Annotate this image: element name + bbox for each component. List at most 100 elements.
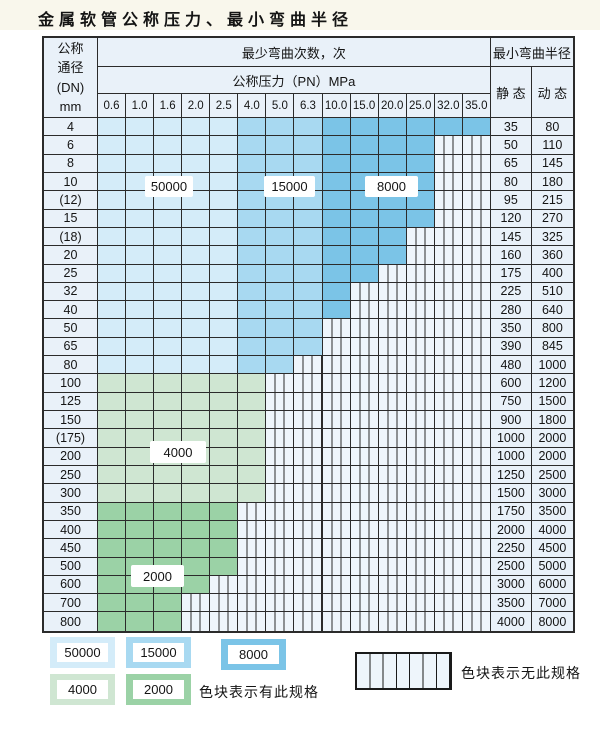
pressure-cell xyxy=(238,172,267,192)
pressure-cell xyxy=(266,502,295,521)
pressure-cell xyxy=(98,575,127,595)
pressure-cell xyxy=(294,520,323,540)
dynamic-value-cell: 1200 xyxy=(531,374,573,393)
dn-cell: 200 xyxy=(44,447,98,466)
pressure-cell xyxy=(378,136,407,155)
pressure-cell xyxy=(238,301,267,320)
pressure-cell xyxy=(434,246,463,265)
dn-cell: 25 xyxy=(44,264,98,283)
pressure-cell xyxy=(406,539,435,558)
dynamic-value-cell: 3000 xyxy=(531,484,573,503)
pressure-cell xyxy=(126,429,155,448)
pressure-cell xyxy=(294,539,323,558)
pressure-cell xyxy=(462,191,491,210)
pressure-cell xyxy=(434,136,463,155)
pressure-cell xyxy=(378,502,407,521)
pressure-cell xyxy=(350,154,379,173)
pressure-cell xyxy=(182,246,211,265)
pressure-cell xyxy=(182,301,211,320)
pressure-cell xyxy=(266,319,295,338)
pressure-cell xyxy=(266,575,295,595)
pressure-cell xyxy=(378,447,407,466)
pressure-cell xyxy=(210,172,239,192)
static-value-cell: 350 xyxy=(490,319,532,338)
pressure-cell xyxy=(98,539,127,558)
pressure-cell xyxy=(350,411,379,430)
dynamic-value-cell: 2000 xyxy=(531,429,573,448)
pressure-cell xyxy=(462,484,491,503)
pressure-cell xyxy=(210,319,239,338)
pressure-cell xyxy=(238,136,267,155)
pressure-cell xyxy=(98,520,127,540)
pressure-cell xyxy=(154,539,183,558)
pressure-cell xyxy=(266,429,295,448)
dn-cell: 400 xyxy=(44,520,98,540)
dynamic-value-cell: 180 xyxy=(531,172,573,192)
pressure-cell xyxy=(322,502,351,521)
pressure-cell xyxy=(350,429,379,448)
pressure-cell xyxy=(266,246,295,265)
pressure-cell xyxy=(434,557,463,576)
pressure-cell xyxy=(462,154,491,173)
pressure-cell xyxy=(350,118,379,137)
pressure-cell xyxy=(322,136,351,155)
cycles-label-8000: 8000 xyxy=(365,176,418,197)
spec-table: 公称 通径 (DN) mm 最少弯曲次数，次 最小弯曲半径 公称压力（PN）MP… xyxy=(42,36,575,633)
dn-column-header: 公称 通径 (DN) mm xyxy=(44,38,98,118)
pressure-cell xyxy=(182,154,211,173)
static-value-cell: 2250 xyxy=(490,539,532,558)
pressure-cell xyxy=(98,557,127,576)
pressure-col-header: 20.0 xyxy=(378,94,407,118)
pressure-cell xyxy=(378,557,407,576)
pressure-cell xyxy=(238,356,267,375)
pressure-cell xyxy=(266,136,295,155)
pressure-col-header: 1.0 xyxy=(126,94,155,118)
pressure-cell xyxy=(378,575,407,595)
dn-cell: (12) xyxy=(44,191,98,210)
pressure-cell xyxy=(434,392,463,411)
pressure-cell xyxy=(462,557,491,576)
pressure-cell xyxy=(126,484,155,503)
dynamic-value-cell: 4000 xyxy=(531,520,573,540)
pressure-cell xyxy=(294,392,323,411)
pressure-cell xyxy=(154,356,183,375)
pressure-cell xyxy=(406,337,435,357)
pressure-cell xyxy=(154,301,183,320)
pressure-cell xyxy=(238,282,267,302)
dynamic-value-cell: 1800 xyxy=(531,411,573,430)
pressure-cell xyxy=(322,392,351,411)
legend-swatch-label: 8000 xyxy=(228,645,279,664)
pressure-cell xyxy=(378,520,407,540)
dn-cell: 300 xyxy=(44,484,98,503)
pressure-cell xyxy=(322,374,351,393)
pressure-cell xyxy=(266,484,295,503)
pressure-cell xyxy=(406,411,435,430)
pressure-cell xyxy=(434,264,463,283)
pressure-cell xyxy=(210,227,239,247)
pressure-cell xyxy=(350,612,379,631)
pressure-cell xyxy=(406,227,435,247)
pressure-cell xyxy=(322,264,351,283)
pressure-col-header: 15.0 xyxy=(350,94,379,118)
static-value-cell: 35 xyxy=(490,118,532,137)
pressure-cell xyxy=(98,227,127,247)
pressure-cell xyxy=(238,154,267,173)
pressure-cell xyxy=(378,246,407,265)
static-value-cell: 1000 xyxy=(490,447,532,466)
pressure-cell xyxy=(406,136,435,155)
static-value-cell: 4000 xyxy=(490,612,532,631)
pressure-cell xyxy=(126,392,155,411)
pressure-cell xyxy=(266,392,295,411)
pressure-cell xyxy=(322,429,351,448)
pressure-cell xyxy=(98,429,127,448)
pressure-cell xyxy=(378,484,407,503)
pressure-cell xyxy=(98,465,127,485)
pressure-cell xyxy=(462,465,491,485)
dynamic-value-cell: 400 xyxy=(531,264,573,283)
pressure-cell xyxy=(322,575,351,595)
pressure-cell xyxy=(266,447,295,466)
cycles-label-4000: 4000 xyxy=(150,441,206,463)
static-value-cell: 95 xyxy=(490,191,532,210)
pressure-col-header: 4.0 xyxy=(238,94,267,118)
